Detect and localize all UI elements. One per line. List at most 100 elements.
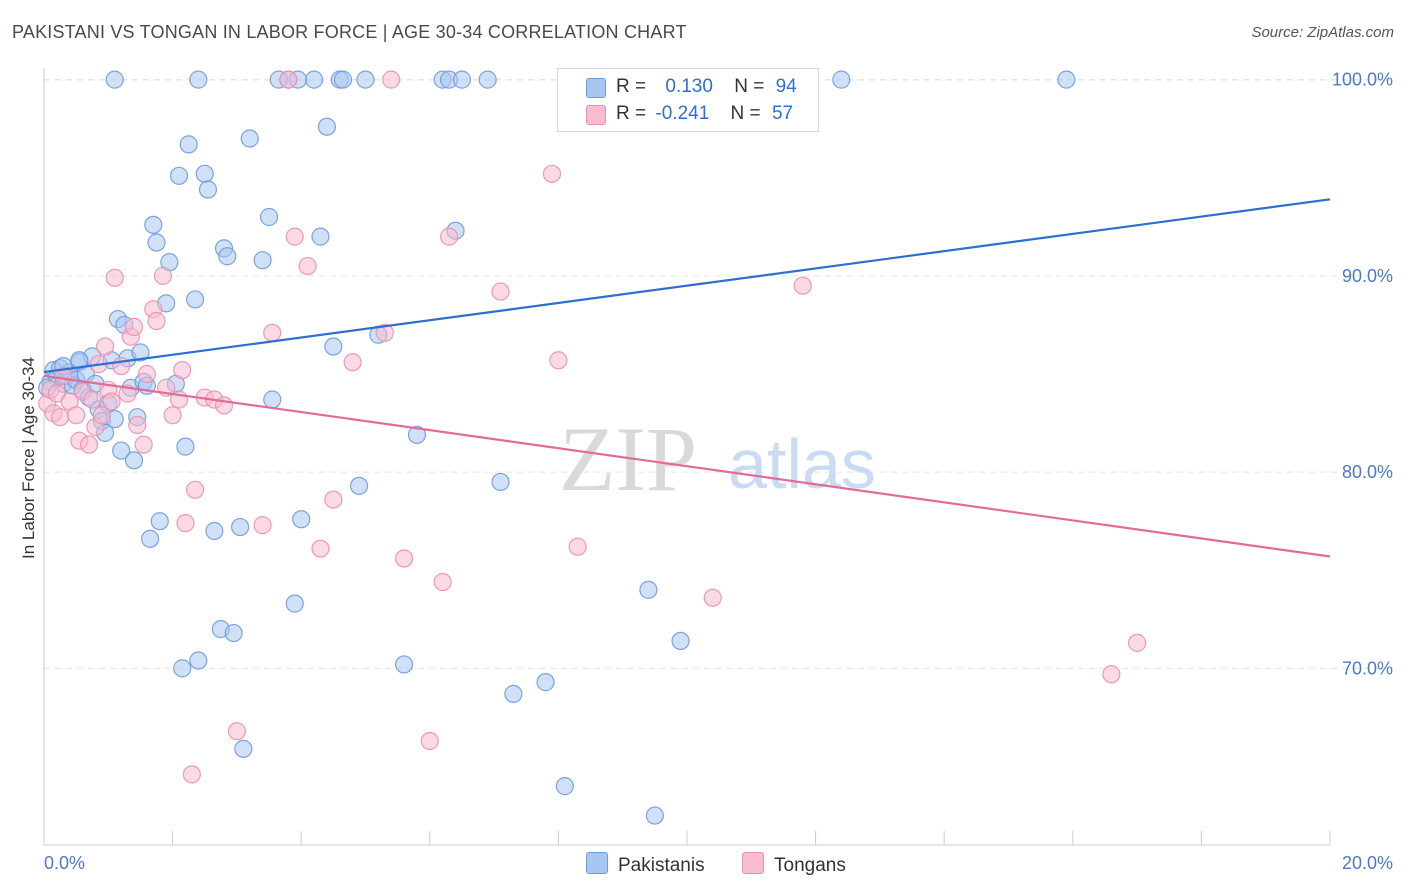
tongan-point [163, 406, 182, 425]
tongan-point [186, 480, 205, 499]
pakistani-point [147, 233, 166, 252]
tongan-point [420, 731, 439, 751]
tongan-point [67, 406, 86, 425]
y-tick-label: 80.0% [1342, 462, 1393, 482]
pakistani-point [304, 70, 324, 89]
tongan-point [134, 435, 153, 454]
pakistani-point [292, 510, 311, 529]
pakistani-point [504, 684, 523, 703]
tick-labels: 70.0% 80.0% 90.0% 100.0% 0.0% 20.0% [44, 70, 1393, 873]
bottom-legend-pakistanis: Pakistanis [586, 852, 705, 877]
tongan-point [491, 282, 510, 301]
tongans-trend-line [43, 374, 1331, 558]
x-tick-label: 0.0% [44, 853, 85, 873]
pakistani-point [240, 129, 259, 148]
pakistani-point [140, 529, 160, 548]
tongan-point [128, 415, 147, 435]
pakistani-point [333, 70, 353, 89]
tongan-point [227, 722, 246, 741]
bottom-swatch-blue [586, 852, 608, 874]
tongan-point [394, 549, 414, 568]
chart-title: PAKISTANI VS TONGAN IN LABOR FORCE | AGE… [12, 22, 687, 42]
tongan-point [375, 323, 394, 342]
tongan-point [173, 360, 192, 380]
pakistani-point [234, 739, 253, 758]
tongan-point [298, 256, 317, 276]
pakistani-point [555, 777, 574, 796]
tongan-point [263, 323, 282, 342]
tongan-point [92, 406, 111, 425]
tongan-point [568, 537, 587, 556]
pakistani-point [1057, 70, 1076, 89]
pakistani-point [105, 70, 124, 89]
tongan-point [324, 490, 343, 509]
legend-n-value: 57 [771, 103, 794, 124]
pakistani-point [536, 673, 555, 692]
bottom-legend-label: Tongans [774, 855, 846, 876]
tongan-point [703, 588, 722, 607]
tongan-point [147, 311, 166, 331]
pakistani-point [263, 390, 282, 409]
bottom-swatch-pink [742, 852, 764, 874]
pakistani-point [832, 70, 851, 89]
tongan-point [439, 227, 459, 246]
pakistani-point [317, 117, 337, 136]
pakistani-point [259, 207, 279, 227]
tongan-point [793, 276, 812, 295]
pakistani-point [144, 215, 163, 234]
tongan-point [1102, 665, 1121, 684]
pakistani-point [189, 651, 208, 670]
pakistani-point [253, 251, 272, 270]
tongan-point [95, 337, 115, 356]
pakistani-point [394, 655, 414, 674]
tongan-point [102, 392, 121, 411]
y-tick-label: 70.0% [1342, 658, 1393, 678]
pakistani-point [131, 343, 150, 362]
tongan-point [176, 514, 195, 533]
tongan-point [1127, 633, 1147, 652]
pakistani-point [349, 476, 369, 495]
pakistani-point [671, 631, 690, 651]
watermark-atlas: atlas [728, 425, 876, 503]
legend-r-label: R = [616, 103, 647, 124]
tongan-point [79, 435, 99, 454]
pakistani-point [169, 166, 189, 185]
tongan-point [124, 317, 144, 336]
pakistani-point [224, 623, 243, 643]
pakistani-point [324, 337, 343, 356]
tongan-point [153, 266, 173, 285]
pakistani-point [231, 517, 250, 537]
legend-n-label: N = [730, 103, 761, 124]
tongan-point [253, 516, 272, 535]
pakistani-point [124, 451, 144, 470]
watermark: ZIP atlas [559, 408, 876, 510]
legend-r-value: -0.241 [655, 103, 710, 124]
pakistani-point [311, 227, 330, 246]
tongan-point [343, 353, 362, 372]
y-axis-label: In Labor Force | Age 30-34 [19, 357, 38, 559]
tongan-point [83, 390, 102, 409]
tongan-point [105, 268, 124, 287]
legend-r-label: R = [616, 76, 647, 97]
legend-swatch-pink [586, 105, 606, 125]
legend-swatch-blue [586, 78, 606, 98]
pakistani-point [179, 135, 198, 154]
y-tick-label: 100.0% [1332, 70, 1393, 90]
y-tick-label: 90.0% [1342, 266, 1393, 286]
pakistani-point [407, 425, 427, 444]
correlation-legend: R = 0.130 N = 94 R = -0.241 N = 57 [557, 68, 819, 132]
tongan-point [137, 364, 156, 384]
pakistani-point [189, 70, 208, 89]
tongan-point [433, 572, 452, 592]
tongan-point [311, 539, 330, 558]
pakistani-point [150, 512, 169, 531]
tongan-point [50, 408, 70, 427]
pakistani-point [356, 70, 375, 89]
pakistani-point [645, 806, 664, 825]
trend-lines [43, 198, 1331, 558]
tongan-point [285, 227, 304, 246]
pakistani-point [639, 580, 658, 599]
x-tick-label: 20.0% [1342, 853, 1393, 873]
pakistani-point [186, 290, 205, 309]
